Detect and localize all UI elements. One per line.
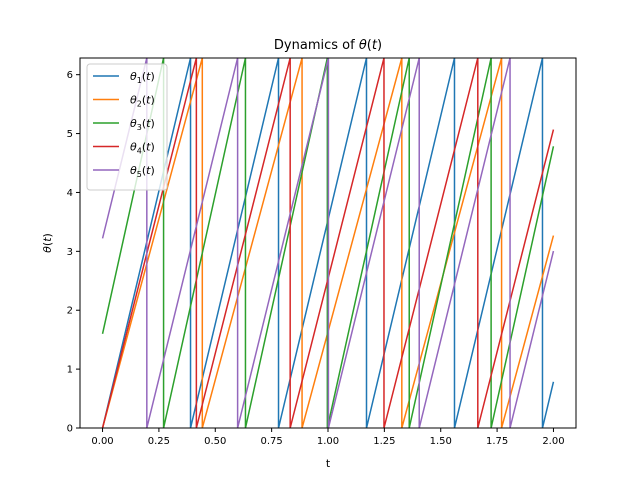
x-tick-label: 0.00 [91,436,113,447]
legend-label: θ1(t) [130,70,155,85]
y-tick-label: 0 [67,424,73,435]
x-tick-label: 0.75 [261,436,283,447]
y-tick-label: 4 [67,188,73,199]
y-tick-label: 1 [67,365,73,376]
legend-label: θ4(t) [130,141,155,156]
legend-box [86,63,168,191]
x-axis-label: t [326,457,331,470]
x-tick-label: 1.75 [486,436,508,447]
x-tick-label: 2.00 [542,436,564,447]
series-line-theta1 [101,58,555,428]
x-tick-label: 1.25 [373,436,395,447]
plot-frame [79,57,577,429]
legend-label: θ3(t) [130,117,155,132]
x-tick-label: 0.50 [204,436,226,447]
x-tick-label: 1.50 [430,436,452,447]
ticks-layer: 0.00 0.25 0.50 0.75 1.00 1.25 1.50 1.75 2.00 0 1 2 3… [67,70,565,447]
x-tick-label: 1.00 [317,436,339,447]
legend: θ1(t) θ2(t) θ3(t) θ4(t) θ5(t) [86,63,168,191]
y-tick-label: 2 [67,306,73,317]
y-tick-label: 3 [67,247,73,258]
series-layer [101,58,555,428]
x-tick-label: 0.25 [148,436,170,447]
series-line-theta4 [101,58,555,428]
legend-label: θ5(t) [130,164,155,179]
series-line-theta3 [101,58,555,428]
series-line-theta5 [101,58,555,428]
y-tick-label: 5 [67,129,73,140]
chart-title: Dynamics of θ(t) [274,38,382,53]
series-line-theta2 [101,58,555,428]
y-axis-label: θ(t) [41,233,54,253]
y-tick-label: 6 [67,70,73,81]
legend-label: θ2(t) [130,94,155,109]
